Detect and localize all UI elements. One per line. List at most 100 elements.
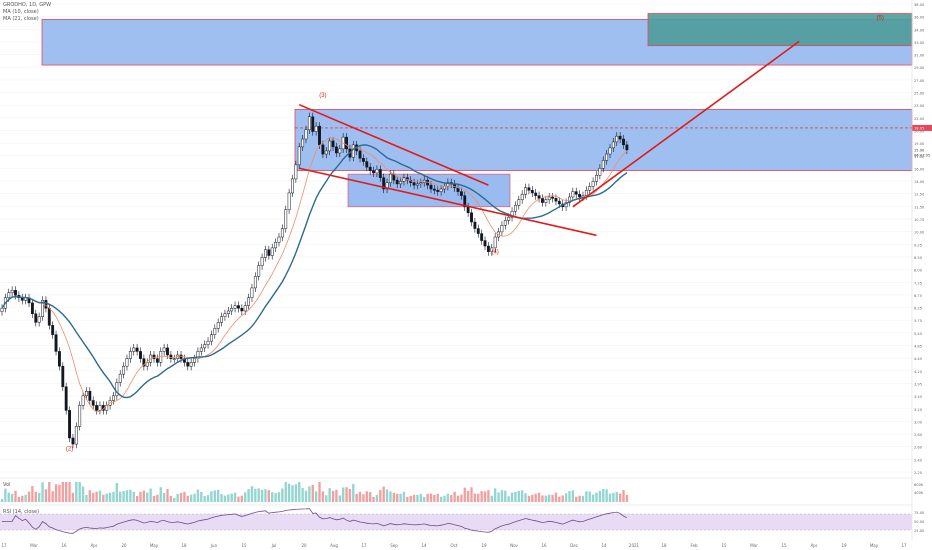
volume-bar — [335, 489, 338, 502]
volume-bar — [58, 484, 61, 502]
candle-body — [375, 169, 379, 174]
x-tick-label: Apr — [811, 543, 818, 548]
candle-body — [51, 325, 55, 335]
x-tick-label: Aug — [330, 543, 338, 548]
volume-bar — [88, 490, 92, 502]
y-tick-label: 12.50 — [914, 193, 925, 197]
candle-body — [622, 138, 625, 146]
volume-bar — [375, 494, 379, 502]
volume-bar — [470, 487, 473, 502]
candle-body — [253, 276, 257, 289]
x-tick-label: 2021 — [629, 543, 640, 548]
candle-body — [135, 347, 139, 352]
volume-bar — [615, 491, 618, 502]
vol-tick-label: 600K — [914, 483, 924, 487]
x-tick-label: 17 — [1, 543, 7, 548]
volume-bar — [450, 494, 453, 502]
volume-bar — [561, 495, 564, 502]
volume-bar — [483, 491, 487, 502]
candle-body — [432, 188, 436, 191]
candle-body — [578, 194, 582, 198]
x-tick-label: 16 — [541, 543, 547, 548]
volume-bar — [355, 493, 358, 502]
volume-bar — [264, 489, 267, 502]
volume-bar — [595, 492, 598, 502]
volume-bar — [564, 493, 568, 502]
volume-bar — [250, 486, 254, 502]
candle-body — [436, 190, 440, 192]
candle-body — [250, 287, 254, 299]
volume-bar — [135, 496, 139, 502]
volume-bar — [426, 493, 429, 502]
volume-bar — [227, 494, 230, 502]
candle-body — [209, 334, 213, 342]
candle-body — [0, 307, 4, 312]
volume-legend: Vol — [3, 482, 11, 488]
volume-bar — [517, 491, 520, 502]
volume-bar — [358, 491, 362, 502]
volume-bar — [247, 489, 250, 502]
volume-bar — [41, 482, 44, 502]
volume-bar — [527, 495, 531, 502]
volume-bar — [287, 483, 291, 502]
candle-body — [372, 170, 375, 174]
volume-bar — [453, 491, 456, 502]
volume-bar — [473, 493, 477, 502]
candle-body — [304, 129, 308, 140]
volume-bar — [176, 493, 179, 502]
candle-body — [267, 249, 271, 256]
candle-body — [490, 247, 494, 252]
x-tick-label: 15 — [721, 543, 727, 548]
volume-bar — [338, 495, 341, 502]
candle-body — [260, 257, 264, 266]
candle-body — [81, 395, 85, 406]
y-tick-label: 19.00 — [914, 142, 925, 146]
volume-bar — [585, 491, 588, 502]
candle-body — [358, 150, 362, 159]
y-tick-label: 34.00 — [914, 28, 925, 32]
candle-body — [223, 313, 227, 317]
x-tick-label: Sep — [390, 543, 398, 548]
x-tick-label: Mar — [750, 543, 758, 548]
volume-bar — [186, 495, 189, 502]
volume-bar — [510, 492, 514, 502]
candle-body — [588, 186, 592, 191]
volume-bar — [591, 494, 595, 502]
candle-body — [30, 302, 34, 315]
volume-bar — [318, 482, 321, 502]
volume-pane: 600K 400K — [0, 482, 924, 502]
volume-bar — [213, 490, 216, 502]
volume-bar — [146, 492, 149, 502]
candle-body — [193, 358, 196, 363]
volume-bar — [524, 493, 527, 502]
candle-body — [34, 313, 38, 323]
x-tick-label: May — [150, 543, 159, 548]
volume-bar — [328, 488, 331, 502]
volume-bar — [0, 499, 4, 502]
candle-body — [139, 351, 142, 359]
volume-bar — [389, 491, 392, 502]
rsi-tick-label: 25.00 — [914, 529, 925, 533]
volume-bar — [409, 495, 412, 502]
x-tick-label: May — [870, 543, 879, 548]
volume-bar — [531, 494, 534, 502]
volume-bar — [365, 491, 368, 502]
volume-bar — [129, 489, 132, 502]
volume-bar — [399, 493, 402, 502]
x-tick-label: Mar — [30, 543, 38, 548]
volume-bar — [625, 494, 629, 502]
x-tick-label: 18 — [181, 543, 187, 548]
lower-channel-line — [299, 167, 597, 237]
candle-body — [152, 354, 156, 359]
volume-bar — [95, 491, 98, 502]
volume-bar — [568, 491, 571, 502]
candle-body — [145, 362, 149, 367]
y-tick-label: 3.45 — [914, 395, 922, 399]
volume-bar — [78, 482, 81, 502]
volume-bar — [220, 493, 223, 502]
volume-bar — [406, 496, 409, 502]
candle-body — [483, 240, 487, 247]
candle-body — [216, 322, 220, 329]
volume-bar — [311, 484, 314, 502]
